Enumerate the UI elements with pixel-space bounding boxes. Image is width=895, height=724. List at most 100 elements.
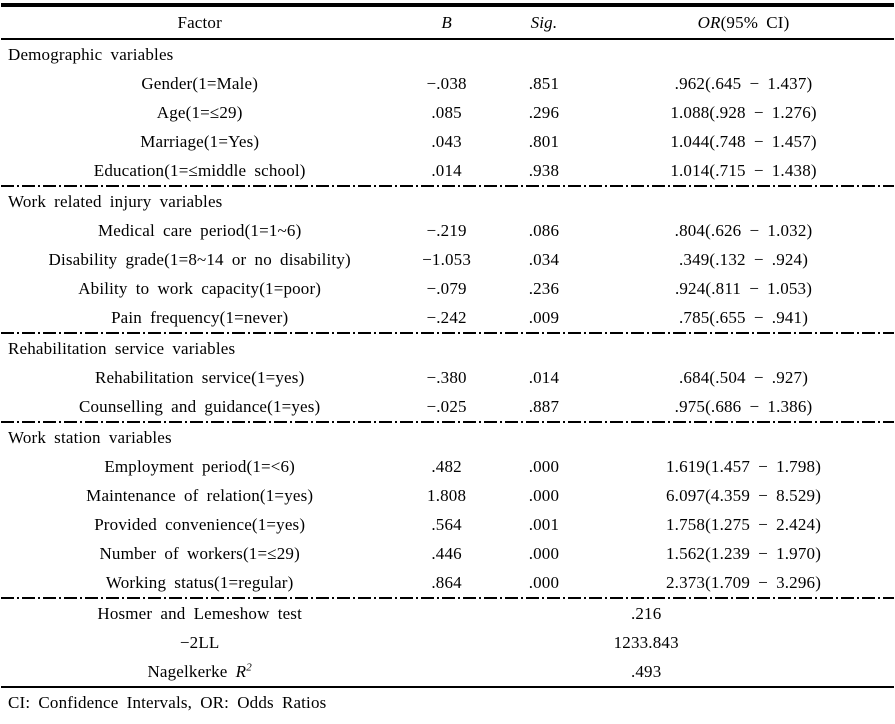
b-value-cell: 1.808	[427, 485, 467, 505]
section-title-row: Rehabilitation service variables	[1, 334, 894, 363]
b-value-cell: .014	[431, 160, 462, 180]
or-value-cell: 2.373(1.709 − 3.296)	[665, 572, 822, 592]
table-row: Disability grade(1=8~14 or no disability…	[1, 245, 894, 274]
or-value-cell: .684(.504 − .927)	[679, 367, 809, 387]
r-squared-symbol: R	[235, 661, 247, 681]
section-divider-row	[1, 421, 894, 423]
table-row: Education(1=≤middle school) .014 .938 1.014…	[1, 156, 894, 185]
section-title: Rehabilitation service variables	[8, 338, 236, 358]
section-divider-row	[1, 332, 894, 334]
sig-value-cell: .000	[528, 543, 560, 563]
section-title-row: Work related injury variables	[1, 187, 894, 216]
header-underline-row	[1, 38, 894, 40]
sig-value-cell: .236	[528, 278, 560, 298]
r-squared-exponent: 2	[246, 660, 252, 673]
sig-value-cell: .034	[528, 249, 560, 269]
b-value-cell: .864	[431, 572, 462, 592]
factor-cell: Number of workers(1=≤29)	[99, 543, 300, 563]
table-row: Employment period(1=<6) .482 .000 1.619(1.4…	[1, 452, 894, 481]
column-header-b: B	[441, 12, 452, 32]
factor-cell: Rehabilitation service(1=yes)	[94, 367, 305, 387]
b-value-cell: −.219	[426, 220, 467, 240]
section-title: Work station variables	[8, 427, 172, 447]
or-value-cell: 1.758(1.275 − 2.424)	[665, 514, 822, 534]
summary-row: −2LL 1233.843	[1, 628, 894, 657]
sig-value-cell: .851	[528, 73, 560, 93]
sig-value-cell: .296	[528, 102, 560, 122]
factor-cell: Maintenance of relation(1=yes)	[86, 485, 314, 505]
table-row: Provided convenience(1=yes) .564 .001 1.758…	[1, 510, 894, 539]
factor-cell: Working status(1=regular)	[105, 572, 294, 592]
b-value-cell: −.079	[426, 278, 467, 298]
summary-value: .493	[630, 661, 662, 681]
factor-cell: Disability grade(1=8~14 or no disability…	[48, 249, 351, 269]
summary-row: Nagelkerke R2 .493	[1, 657, 894, 686]
sig-value-cell: .000	[528, 456, 560, 476]
table-row: Counselling and guidance(1=yes) −.025 .887…	[1, 392, 894, 421]
section-title: Work related injury variables	[8, 191, 223, 211]
footnote-divider-row	[1, 686, 894, 688]
table-row: Pain frequency(1=never) −.242 .009 .785(.65…	[1, 303, 894, 332]
or-value-cell: 1.088(.928 − 1.276)	[670, 102, 817, 122]
table-row: Working status(1=regular) .864 .000 2.373(1…	[1, 568, 894, 597]
column-header-or: OR(95% CI)	[593, 7, 894, 38]
factor-cell: Gender(1=Male)	[141, 73, 259, 93]
table-footnote: CI: Confidence Intervals, OR: Odds Ratio…	[8, 693, 327, 712]
factor-cell: Counselling and guidance(1=yes)	[78, 396, 321, 416]
table-row: Age(1=≤29) .085 .296 1.088(.928 − 1.276)	[1, 98, 894, 127]
column-header-sig: Sig.	[530, 12, 558, 32]
table-header-row: Factor B Sig. OR(95% CI)	[1, 7, 894, 38]
factor-cell: Age(1=≤29)	[156, 102, 243, 122]
factor-cell: Ability to work capacity(1=poor)	[78, 278, 322, 298]
sig-value-cell: .801	[528, 131, 560, 151]
section-title-row: Work station variables	[1, 423, 894, 452]
summary-label: Hosmer and Lemeshow test	[97, 603, 302, 623]
factor-cell: Education(1=≤middle school)	[93, 160, 306, 180]
factor-cell: Provided convenience(1=yes)	[94, 514, 306, 534]
b-value-cell: .085	[431, 102, 462, 122]
b-value-cell: .564	[431, 514, 462, 534]
section-divider-row	[1, 185, 894, 187]
summary-value: 1233.843	[613, 632, 679, 652]
table-row: Number of workers(1=≤29) .446 .000 1.562(1.…	[1, 539, 894, 568]
summary-label: −2LL	[179, 632, 220, 652]
or-value-cell: 1.044(.748 − 1.457)	[670, 131, 817, 151]
b-value-cell: −.038	[426, 73, 467, 93]
summary-divider-row	[1, 597, 894, 599]
ci-suffix-label: (95% CI)	[720, 12, 790, 32]
sig-value-cell: .000	[528, 485, 560, 505]
or-value-cell: .785(.655 − .941)	[679, 307, 809, 327]
b-value-cell: −1.053	[422, 249, 472, 269]
sig-value-cell: .001	[528, 514, 560, 534]
or-value-cell: 1.562(1.239 − 1.970)	[665, 543, 822, 563]
summary-label: Nagelkerke R2	[1, 657, 398, 686]
sig-value-cell: .014	[528, 367, 560, 387]
or-value-cell: .962(.645 − 1.437)	[674, 73, 813, 93]
or-abbrev-label: OR	[697, 12, 721, 32]
table-top-border	[1, 3, 894, 7]
summary-label-text: Nagelkerke	[147, 661, 228, 681]
factor-cell: Employment period(1=<6)	[104, 456, 296, 476]
table-row: Gender(1=Male) −.038 .851 .962(.645 − 1.437…	[1, 69, 894, 98]
table-row: Maintenance of relation(1=yes) 1.808 .000 6…	[1, 481, 894, 510]
column-header-factor: Factor	[177, 12, 222, 32]
sig-value-cell: .938	[528, 160, 560, 180]
table-row: Rehabilitation service(1=yes) −.380 .014 .6…	[1, 363, 894, 392]
factor-cell: Pain frequency(1=never)	[111, 307, 289, 327]
logistic-regression-table: Factor B Sig. OR(95% CI) Demographic var…	[1, 7, 894, 688]
factor-cell: Medical care period(1=1~6)	[97, 220, 302, 240]
or-value-cell: .975(.686 − 1.386)	[674, 396, 813, 416]
b-value-cell: .043	[431, 131, 462, 151]
b-value-cell: −.242	[426, 307, 467, 327]
b-value-cell: −.025	[426, 396, 467, 416]
or-value-cell: .804(.626 − 1.032)	[674, 220, 813, 240]
sig-value-cell: .086	[528, 220, 560, 240]
sig-value-cell: .887	[528, 396, 560, 416]
section-divider	[1, 332, 894, 334]
summary-value: .216	[630, 603, 662, 623]
section-divider	[1, 421, 894, 423]
section-divider	[1, 185, 894, 187]
summary-row: Hosmer and Lemeshow test .216	[1, 599, 894, 628]
section-title-row: Demographic variables	[1, 40, 894, 69]
